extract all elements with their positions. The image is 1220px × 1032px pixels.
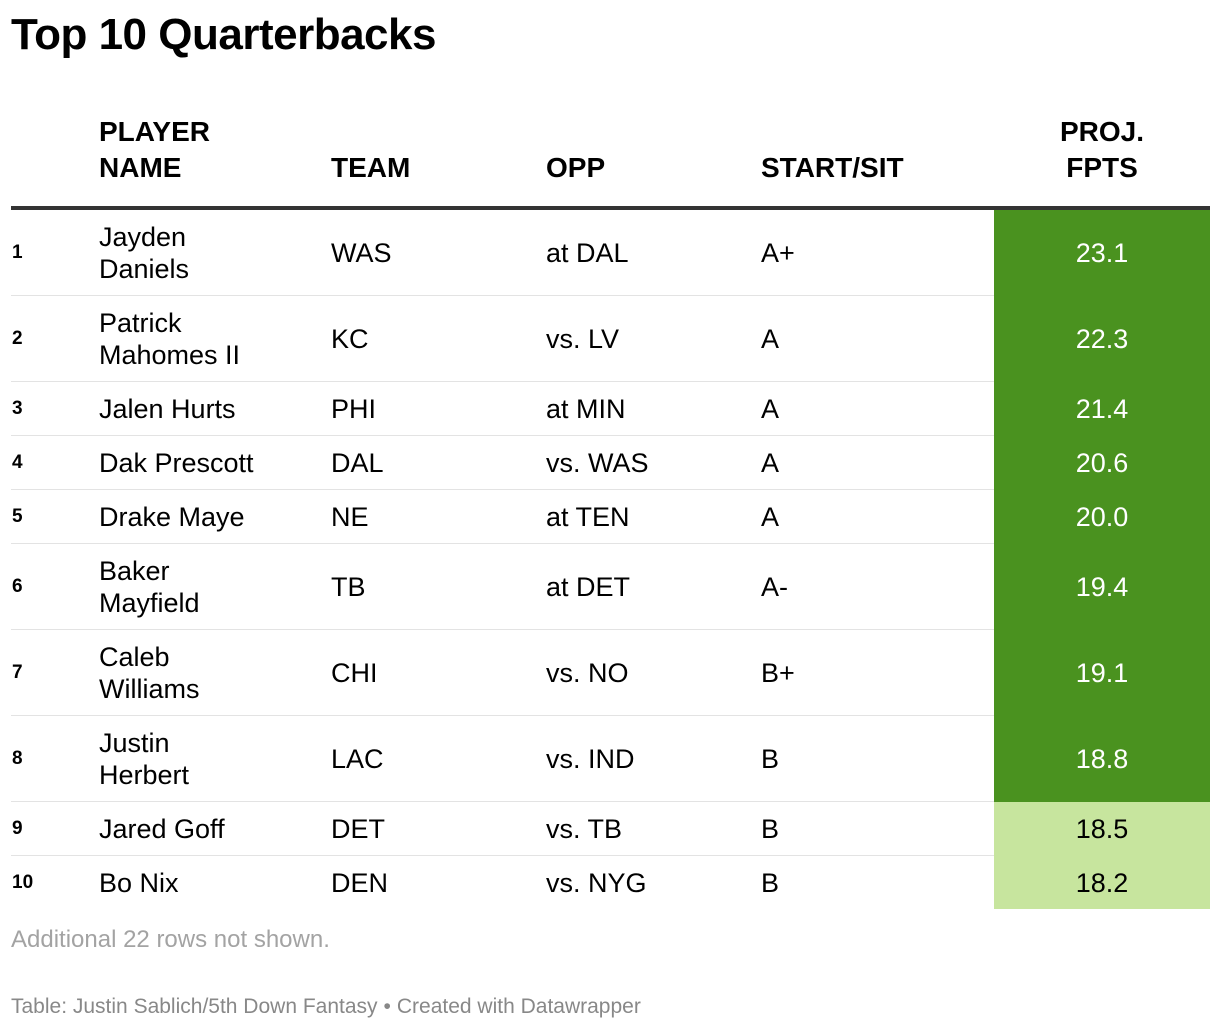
team-cell: PHI xyxy=(331,381,546,436)
quarterback-table: PLAYER NAME TEAM OPP START/SIT PROJ. FPT… xyxy=(11,114,1210,909)
hidden-rows-note: Additional 22 rows not shown. xyxy=(11,926,330,953)
header-team[interactable]: TEAM xyxy=(331,114,546,210)
proj-fpts-cell: 20.6 xyxy=(994,435,1210,490)
rank-cell: 10 xyxy=(12,871,34,893)
opp-cell: at MIN xyxy=(546,381,761,436)
player-first: Justin xyxy=(99,727,170,758)
table-row: 4 Dak Prescott DAL vs. WAS A 20.6 xyxy=(11,435,1210,490)
opp-cell: vs. NYG xyxy=(546,867,647,898)
start-sit-cell: B xyxy=(761,715,994,802)
start-sit-cell: A+ xyxy=(761,208,994,296)
proj-fpts-cell: 20.0 xyxy=(994,489,1210,544)
footer-source: Table: Justin Sablich/5th Down Fantasy xyxy=(11,995,378,1018)
proj-fpts-cell: 18.5 xyxy=(994,801,1210,856)
player-first: Caleb xyxy=(99,641,170,672)
team-cell: KC xyxy=(331,295,546,382)
opp-cell: vs. IND xyxy=(546,715,761,802)
start-sit-cell: A- xyxy=(761,543,994,630)
player-first: Patrick xyxy=(99,307,182,338)
player-name-cell: Patrick Mahomes II xyxy=(99,295,331,382)
header-proj-line1: PROJ. xyxy=(1059,116,1145,147)
rank-cell: 5 xyxy=(11,489,99,544)
proj-fpts-cell: 22.3 xyxy=(994,295,1210,382)
start-sit-cell: B xyxy=(761,867,780,898)
player-name-cell: Baker Mayfield xyxy=(99,543,331,630)
header-proj-fpts[interactable]: PROJ. FPTS xyxy=(994,114,1210,210)
opp-cell: vs. TB xyxy=(546,801,761,856)
team-cell: DEN xyxy=(331,867,389,898)
header-start-sit[interactable]: START/SIT xyxy=(761,114,994,210)
rank-cell: 9 xyxy=(11,801,99,856)
page-title: Top 10 Quarterbacks xyxy=(11,10,436,59)
rank-cell: 3 xyxy=(11,381,99,436)
player-name-cell: Jalen Hurts xyxy=(99,381,331,436)
start-sit-cell: A xyxy=(761,295,994,382)
team-cell: CHI xyxy=(331,629,546,716)
player-name-cell: Jared Goff xyxy=(99,801,331,856)
rank-cell: 6 xyxy=(11,543,99,630)
proj-fpts-cell: 19.1 xyxy=(994,629,1210,716)
table-row: 10 Bo Nix DEN vs. NYG B 18.2 xyxy=(11,855,1210,909)
player-name-cell: Dak Prescott xyxy=(99,435,331,490)
player-name-cell: Caleb Williams xyxy=(99,629,331,716)
opp-cell: at TEN xyxy=(546,489,761,544)
team-cell: WAS xyxy=(331,208,546,296)
start-sit-cell: A xyxy=(761,435,994,490)
header-rank xyxy=(11,114,99,210)
opp-cell: at DET xyxy=(546,543,761,630)
table-row: 7 Caleb Williams CHI vs. NO B+ 19.1 xyxy=(11,629,1210,716)
proj-fpts-cell: 21.4 xyxy=(994,381,1210,436)
team-cell: NE xyxy=(331,489,546,544)
player-name-cell: Jayden Daniels xyxy=(99,208,331,296)
player-last: Herbert xyxy=(99,759,190,790)
team-cell: LAC xyxy=(331,715,546,802)
player-first: Jayden xyxy=(99,221,187,252)
footer-separator: • xyxy=(383,995,391,1018)
table-row: 3 Jalen Hurts PHI at MIN A 21.4 xyxy=(11,381,1210,436)
proj-fpts-cell: 18.8 xyxy=(994,715,1210,802)
table-row: 6 Baker Mayfield TB at DET A- 19.4 xyxy=(11,543,1210,630)
header-player-name-line2: NAME xyxy=(99,152,182,183)
opp-cell: at DAL xyxy=(546,208,761,296)
proj-fpts-cell: 18.2 xyxy=(994,855,1210,909)
start-sit-cell: A xyxy=(761,489,994,544)
proj-fpts-cell: 23.1 xyxy=(994,208,1210,296)
rank-cell: 7 xyxy=(11,629,99,716)
header-player-name-line1: PLAYER xyxy=(99,116,211,147)
rank-cell: 2 xyxy=(11,295,99,382)
opp-cell: vs. LV xyxy=(546,295,761,382)
rank-cell: 4 xyxy=(11,435,99,490)
header-proj-line2: FPTS xyxy=(1066,152,1138,183)
table-header-row: PLAYER NAME TEAM OPP START/SIT PROJ. FPT… xyxy=(11,114,1210,210)
start-sit-cell: B+ xyxy=(761,629,994,716)
table-row: 2 Patrick Mahomes II KC vs. LV A 22.3 xyxy=(11,295,1210,382)
team-cell: DET xyxy=(331,801,546,856)
player-name-cell: Drake Maye xyxy=(99,489,331,544)
team-cell: TB xyxy=(331,543,546,630)
rank-cell: 8 xyxy=(11,715,99,802)
start-sit-cell: A xyxy=(761,381,994,436)
player-first: Baker xyxy=(99,555,170,586)
table-row: 5 Drake Maye NE at TEN A 20.0 xyxy=(11,489,1210,544)
start-sit-cell: B xyxy=(761,801,994,856)
footer: Table: Justin Sablich/5th Down Fantasy • C… xyxy=(11,995,641,1019)
player-last: Williams xyxy=(99,673,200,704)
player-name-cell: Bo Nix xyxy=(99,867,179,898)
table-row: 8 Justin Herbert LAC vs. IND B 18.8 xyxy=(11,715,1210,802)
team-cell: DAL xyxy=(331,435,546,490)
table-row: 1 Jayden Daniels WAS at DAL A+ 23.1 xyxy=(11,208,1210,296)
opp-cell: vs. NO xyxy=(546,629,761,716)
player-name-cell: Justin Herbert xyxy=(99,715,331,802)
footer-credit[interactable]: Created with Datawrapper xyxy=(396,995,641,1018)
player-last: Daniels xyxy=(99,253,190,284)
opp-cell: vs. WAS xyxy=(546,435,761,490)
player-last: Mayfield xyxy=(99,587,200,618)
header-opp[interactable]: OPP xyxy=(546,114,761,210)
header-player-name[interactable]: PLAYER NAME xyxy=(99,114,331,210)
rank-cell: 1 xyxy=(11,208,99,296)
table-row: 9 Jared Goff DET vs. TB B 18.5 xyxy=(11,801,1210,856)
player-last: Mahomes II xyxy=(99,339,241,370)
proj-fpts-cell: 19.4 xyxy=(994,543,1210,630)
